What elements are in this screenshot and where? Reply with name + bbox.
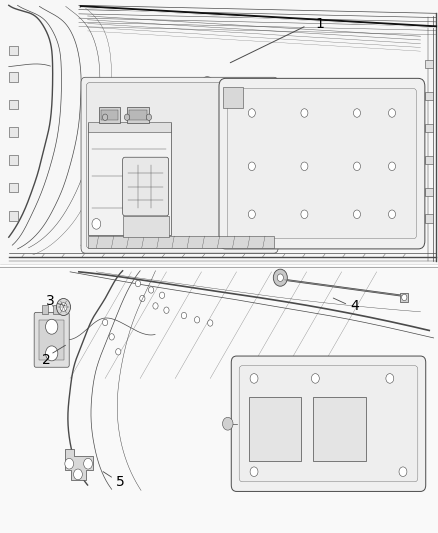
Circle shape	[301, 210, 308, 219]
Bar	[9, 211, 18, 221]
Bar	[123, 216, 169, 237]
Circle shape	[250, 467, 258, 477]
Circle shape	[353, 162, 360, 171]
Circle shape	[46, 346, 58, 361]
Circle shape	[92, 219, 101, 229]
Circle shape	[248, 162, 255, 171]
Bar	[425, 188, 433, 196]
Bar	[425, 92, 433, 100]
Circle shape	[57, 298, 71, 316]
Circle shape	[386, 374, 394, 383]
Circle shape	[301, 109, 308, 117]
Circle shape	[399, 467, 407, 477]
Bar	[99, 107, 120, 123]
Bar	[9, 72, 18, 82]
Bar	[425, 60, 433, 68]
Bar	[9, 183, 18, 192]
FancyBboxPatch shape	[81, 77, 278, 253]
Circle shape	[124, 114, 130, 120]
Circle shape	[84, 458, 92, 469]
Bar	[425, 156, 433, 164]
Circle shape	[208, 320, 213, 326]
Circle shape	[74, 469, 82, 480]
Circle shape	[102, 114, 108, 120]
Circle shape	[301, 162, 308, 171]
Circle shape	[273, 269, 287, 286]
Bar	[42, 305, 48, 314]
Bar	[129, 110, 147, 120]
Circle shape	[250, 374, 258, 383]
Circle shape	[146, 114, 152, 120]
Text: 5: 5	[116, 475, 125, 489]
Circle shape	[140, 295, 145, 302]
Circle shape	[153, 303, 158, 309]
Bar	[101, 110, 118, 120]
Bar	[425, 124, 433, 132]
Circle shape	[109, 334, 114, 340]
Bar	[223, 87, 243, 108]
Circle shape	[248, 210, 255, 219]
Circle shape	[60, 303, 67, 311]
Bar	[425, 214, 433, 223]
Bar	[88, 236, 274, 248]
FancyBboxPatch shape	[123, 157, 169, 216]
FancyBboxPatch shape	[219, 78, 425, 249]
Bar	[249, 397, 301, 461]
Circle shape	[194, 317, 200, 323]
Circle shape	[148, 287, 154, 293]
Text: 1: 1	[315, 17, 324, 31]
Circle shape	[389, 109, 396, 117]
Circle shape	[46, 319, 58, 334]
Circle shape	[65, 458, 74, 469]
Circle shape	[353, 210, 360, 219]
Text: 3: 3	[46, 294, 55, 308]
Bar	[313, 397, 366, 461]
Circle shape	[402, 294, 407, 301]
Bar	[0, 269, 438, 533]
Bar	[39, 320, 64, 360]
Bar	[127, 107, 149, 123]
Circle shape	[159, 292, 165, 298]
Polygon shape	[65, 449, 93, 480]
Circle shape	[353, 109, 360, 117]
Text: 4: 4	[350, 300, 359, 313]
Bar	[9, 155, 18, 165]
Circle shape	[164, 307, 169, 313]
Bar	[88, 123, 171, 235]
Bar	[9, 46, 18, 55]
FancyBboxPatch shape	[227, 88, 417, 239]
Text: 2: 2	[42, 353, 50, 367]
Bar	[88, 122, 171, 132]
FancyBboxPatch shape	[86, 83, 273, 248]
FancyBboxPatch shape	[231, 356, 426, 491]
Bar	[53, 305, 59, 314]
Circle shape	[248, 109, 255, 117]
Circle shape	[135, 280, 141, 287]
Circle shape	[116, 349, 121, 355]
Bar	[400, 293, 408, 302]
FancyBboxPatch shape	[34, 312, 69, 367]
Circle shape	[181, 312, 187, 319]
Circle shape	[389, 162, 396, 171]
Circle shape	[311, 374, 319, 383]
Circle shape	[223, 417, 233, 430]
Bar	[0, 0, 438, 264]
Bar	[9, 100, 18, 109]
Bar	[9, 127, 18, 137]
Circle shape	[102, 319, 108, 326]
Circle shape	[277, 274, 283, 281]
FancyBboxPatch shape	[239, 366, 418, 482]
Circle shape	[389, 210, 396, 219]
